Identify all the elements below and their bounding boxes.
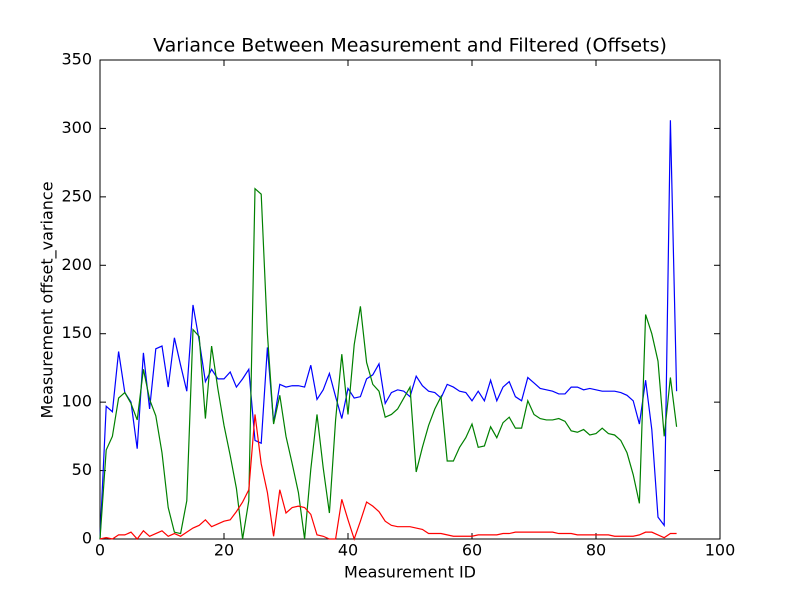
series-line <box>99 414 677 541</box>
x-axis-label: Measurement ID <box>344 563 476 582</box>
y-tick-label: 50 <box>72 460 92 479</box>
x-tick-label: 60 <box>462 541 482 560</box>
x-tick-label: 100 <box>705 541 736 560</box>
x-tick-label: 0 <box>95 541 105 560</box>
y-tick-label: 200 <box>61 255 92 274</box>
x-tick-label: 80 <box>586 541 606 560</box>
chart-title: Variance Between Measurement and Filtere… <box>153 35 667 57</box>
series-line <box>99 187 678 540</box>
x-tick-label: 40 <box>338 541 358 560</box>
y-tick-label: 0 <box>82 529 92 548</box>
y-tick-label: 250 <box>61 186 92 205</box>
series-line <box>99 120 678 540</box>
plot-frame <box>99 59 721 540</box>
y-tick-label: 350 <box>61 50 92 69</box>
y-tick-label: 100 <box>61 392 92 411</box>
y-tick-label: 300 <box>61 118 92 137</box>
x-tick-label: 20 <box>214 541 234 560</box>
y-axis-label: Measurement offset_variance <box>38 181 58 418</box>
y-tick-label: 150 <box>61 323 92 342</box>
